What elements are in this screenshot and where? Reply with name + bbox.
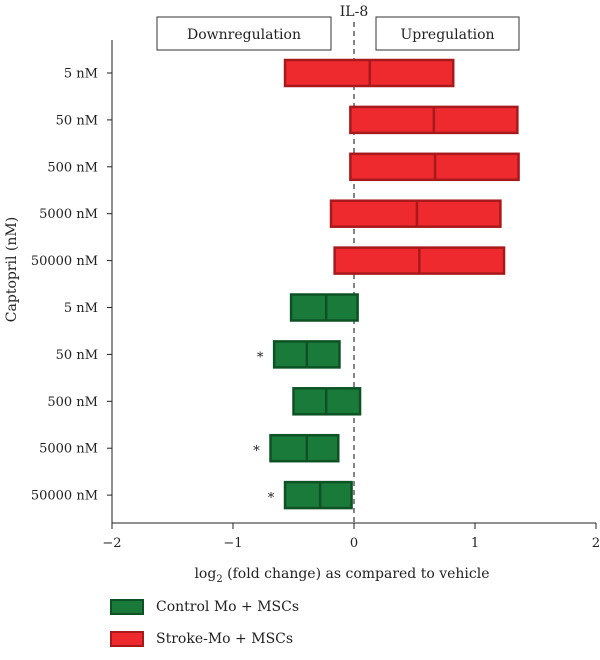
bar — [289, 293, 359, 322]
y-tick-label: 500 nM — [47, 395, 98, 410]
y-tick-label: 500 nM — [47, 160, 98, 175]
x-tick-label: 2 — [592, 536, 600, 551]
significance-marker: * — [257, 350, 264, 365]
chart-bars: * * * — [253, 58, 520, 510]
legend-label-control: Control Mo + MSCs — [156, 599, 300, 615]
chart-axes: −2 −1 0 1 2 5 nM 50 nM 500 nM 5000 nM 50000 nM 5 n… — [4, 22, 600, 585]
upregulation-label: Upregulation — [400, 27, 494, 43]
y-tick-label: 5 nM — [64, 301, 98, 316]
y-tick-label: 50 nM — [56, 113, 98, 128]
legend-label-stroke: Stroke-Mo + MSCs — [156, 631, 294, 647]
y-tick-label: 50000 nM — [31, 254, 98, 269]
legend-item-stroke: Stroke-Mo + MSCs — [110, 628, 299, 650]
legend-swatch-control — [110, 599, 144, 615]
chart-plot: −2 −1 0 1 2 5 nM 50 nM 500 nM 5000 nM 50000 nM 5 n… — [4, 4, 600, 585]
legend-item-control: Control Mo + MSCs — [110, 596, 299, 618]
upregulation-box — [375, 16, 520, 51]
x-tick-label: −2 — [102, 536, 121, 551]
legend-swatch-stroke — [110, 631, 144, 647]
chart-title: IL-8 — [340, 4, 368, 20]
x-axis-title: log2 (fold change) as compared to vehicl… — [194, 566, 489, 585]
y-tick-label: 5000 nM — [39, 442, 98, 457]
x-tick-label: 0 — [350, 536, 358, 551]
bar — [283, 480, 353, 510]
y-tick-label: 5 nM — [64, 67, 98, 82]
bar — [269, 433, 340, 463]
chart-legend: Control Mo + MSCs Stroke-Mo + MSCs — [110, 596, 299, 660]
y-axis-title: Captopril (nM) — [4, 217, 20, 322]
chart-annotations: IL-8 Downregulation Upregulation — [156, 4, 520, 51]
downregulation-label: Downregulation — [187, 27, 301, 43]
significance-marker: * — [268, 491, 275, 506]
x-tick-label: 1 — [471, 536, 479, 551]
y-tick-label: 50 nM — [56, 348, 98, 363]
y-tick-label: 50000 nM — [31, 489, 98, 504]
y-tick-label: 5000 nM — [39, 207, 98, 222]
x-tick-label: −1 — [223, 536, 242, 551]
significance-marker: * — [253, 444, 260, 459]
downregulation-box — [156, 16, 332, 51]
